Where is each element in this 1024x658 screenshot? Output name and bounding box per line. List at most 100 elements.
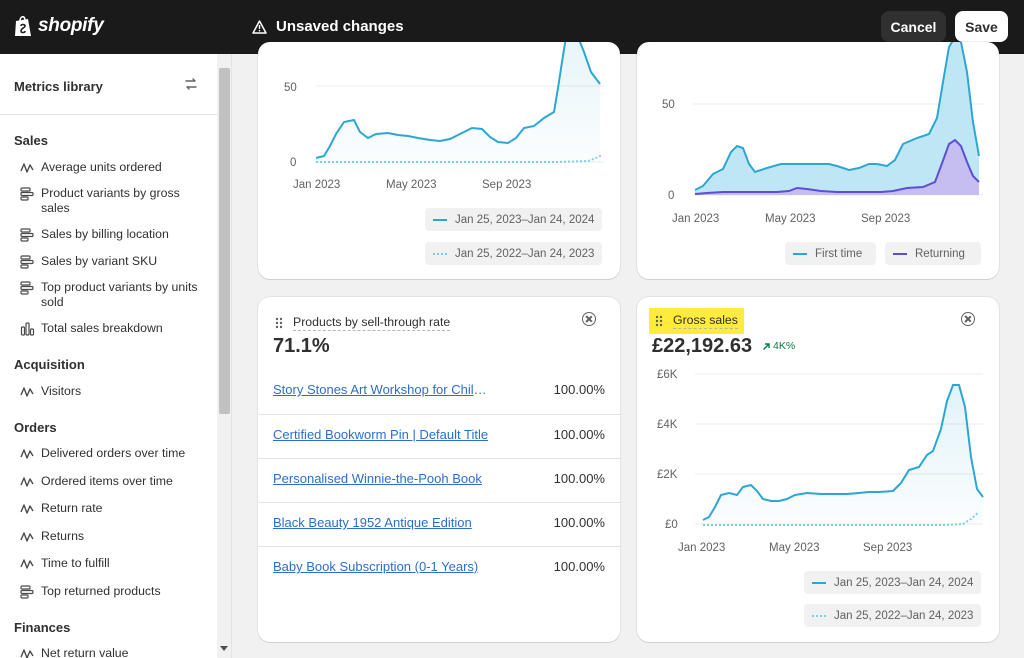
x-tick-label: Sep 2023 bbox=[863, 542, 912, 554]
sidebar-item-ordered-items-over-time[interactable]: Ordered items over time bbox=[20, 474, 210, 489]
legend-item-returning[interactable]: Returning bbox=[885, 242, 981, 265]
sidebar-header: Metrics library bbox=[0, 54, 217, 115]
sidebar-item-label: Visitors bbox=[41, 384, 82, 398]
legend-line-swatch bbox=[793, 252, 807, 255]
area-chart: 50 0 Jan 2023 May 2023 Sep 2023 bbox=[662, 42, 983, 225]
legend-item-current[interactable]: Jan 25, 2023–Jan 24, 2024 bbox=[804, 571, 982, 594]
card-products-by-sell-through-rate: Products by sell-through rate 71.1% Stor… bbox=[258, 297, 620, 642]
metric-value: £22,192.63 bbox=[652, 335, 753, 357]
legend-dotted-swatch bbox=[433, 252, 447, 255]
sidebar-item-net-return-value[interactable]: Net return value bbox=[20, 646, 210, 658]
sidebar-section-acquisition: Acquisition bbox=[14, 357, 85, 372]
card-sales-chart-top-left: 50 0 Jan 2023 May 2023 Sep 2023 Jan 25, … bbox=[258, 42, 620, 279]
sidebar-scrollbar-thumb[interactable] bbox=[219, 68, 230, 414]
product-link[interactable]: Black Beauty 1952 Antique Edition bbox=[273, 515, 472, 530]
sidebar-item-label: Time to fulfill bbox=[41, 556, 110, 570]
series-line-current bbox=[702, 384, 984, 521]
x-tick-label: Sep 2023 bbox=[861, 213, 910, 225]
product-link[interactable]: Personalised Winnie-the-Pooh Book bbox=[273, 471, 482, 486]
line-chart-icon bbox=[20, 559, 34, 569]
product-link[interactable]: Story Stones Art Workshop for Children bbox=[273, 382, 491, 397]
remove-card-icon[interactable] bbox=[961, 312, 975, 326]
series-line-comparison bbox=[703, 511, 980, 526]
table-row: Baby Book Subscription (0-1 Years) 100.00… bbox=[258, 546, 620, 590]
table-row: Story Stones Art Workshop for Children 10… bbox=[258, 370, 620, 414]
sidebar-item-top-returned-products[interactable]: Top returned products bbox=[20, 584, 210, 599]
sidebar-section-orders: Orders bbox=[14, 420, 57, 435]
legend-item-current[interactable]: Jan 25, 2023–Jan 24, 2024 bbox=[425, 208, 603, 231]
sidebar-item-returns[interactable]: Returns bbox=[20, 529, 210, 544]
product-rate: 100.00% bbox=[553, 559, 605, 574]
bar-list-icon bbox=[20, 585, 34, 599]
legend-label: Returning bbox=[915, 247, 965, 260]
sidebar-section-finances: Finances bbox=[14, 620, 71, 635]
card-header: Gross sales bbox=[649, 308, 744, 334]
y-tick-label: £6K bbox=[657, 369, 678, 381]
save-button[interactable]: Save bbox=[955, 11, 1008, 42]
returning-area bbox=[695, 140, 979, 195]
sidebar-item-average-units-ordered[interactable]: Average units ordered bbox=[20, 160, 210, 175]
series-line-current bbox=[315, 42, 601, 159]
table-row: Black Beauty 1952 Antique Edition 100.00% bbox=[258, 502, 620, 546]
sidebar-item-return-rate[interactable]: Return rate bbox=[20, 501, 210, 516]
drag-handle-icon[interactable] bbox=[655, 315, 663, 327]
table-row: Certified Bookworm Pin | Default Title 10… bbox=[258, 414, 620, 458]
scroll-down-arrow-icon[interactable] bbox=[220, 646, 228, 651]
legend-line-swatch bbox=[812, 581, 826, 584]
sidebar-item-label: Top product variants by units sold bbox=[41, 280, 198, 309]
sidebar-title: Metrics library bbox=[14, 79, 103, 94]
legend-label: Jan 25, 2022–Jan 24, 2023 bbox=[455, 247, 595, 260]
product-rate: 100.00% bbox=[553, 515, 605, 530]
sidebar-item-label: Top returned products bbox=[41, 584, 161, 598]
legend-label: First time bbox=[815, 247, 863, 260]
product-link[interactable]: Certified Bookworm Pin | Default Title bbox=[273, 427, 489, 442]
remove-card-icon[interactable] bbox=[582, 312, 596, 326]
line-chart-icon bbox=[20, 163, 34, 173]
y-tick-label: 0 bbox=[668, 190, 674, 202]
cancel-button[interactable]: Cancel bbox=[881, 11, 946, 42]
unsaved-changes-label: Unsaved changes bbox=[276, 18, 404, 35]
legend-label: Jan 25, 2022–Jan 24, 2023 bbox=[834, 609, 974, 622]
legend-item-first-time[interactable]: First time bbox=[785, 242, 876, 265]
column-chart-icon bbox=[20, 322, 35, 336]
sidebar-section-sales: Sales bbox=[14, 133, 48, 148]
card-title[interactable]: Products by sell-through rate bbox=[293, 315, 451, 331]
sidebar-item-label: Average units ordered bbox=[41, 160, 162, 174]
sidebar-item-sales-by-billing-location[interactable]: Sales by billing location bbox=[20, 227, 210, 242]
legend-item-comparison[interactable]: Jan 25, 2022–Jan 24, 2023 bbox=[804, 604, 982, 627]
sidebar-item-time-to-fulfill[interactable]: Time to fulfill bbox=[20, 556, 210, 571]
sidebar-item-delivered-orders-over-time[interactable]: Delivered orders over time bbox=[20, 446, 210, 461]
change-badge: 4K% bbox=[762, 340, 795, 352]
line-chart-icon bbox=[20, 504, 34, 514]
product-rate: 100.00% bbox=[553, 471, 605, 486]
series-area bbox=[703, 385, 983, 524]
bar-list-icon bbox=[20, 255, 34, 269]
sidebar-item-label: Returns bbox=[41, 529, 85, 543]
shopify-logo: shopify bbox=[13, 14, 104, 38]
first-time-line bbox=[694, 42, 980, 191]
y-tick-label: 50 bbox=[662, 99, 675, 111]
sidebar-item-sales-by-variant-sku[interactable]: Sales by variant SKU bbox=[20, 254, 210, 269]
line-chart-icon bbox=[20, 449, 34, 459]
returning-line bbox=[694, 138, 980, 195]
sidebar-item-total-sales-breakdown[interactable]: Total sales breakdown bbox=[20, 321, 210, 336]
card-title[interactable]: Gross sales bbox=[673, 313, 738, 329]
line-chart: 50 0 Jan 2023 May 2023 Sep 2023 bbox=[284, 42, 604, 191]
sidebar-item-product-variants-by-gross-sales[interactable]: Product variants by gross sales bbox=[20, 186, 210, 216]
warning-icon bbox=[252, 19, 267, 34]
y-tick-label: 50 bbox=[284, 82, 297, 94]
sidebar-item-top-product-variants-by-units-sold[interactable]: Top product variants by units sold bbox=[20, 280, 210, 310]
product-link[interactable]: Baby Book Subscription (0-1 Years) bbox=[273, 559, 479, 574]
drag-handle-icon[interactable] bbox=[275, 317, 283, 329]
sidebar-item-visitors[interactable]: Visitors bbox=[20, 384, 210, 399]
line-chart-icon bbox=[20, 387, 34, 397]
legend-line-swatch bbox=[893, 252, 907, 255]
change-value: 4K% bbox=[773, 340, 796, 352]
x-tick-label: Sep 2023 bbox=[482, 179, 531, 191]
legend-item-comparison[interactable]: Jan 25, 2022–Jan 24, 2023 bbox=[425, 242, 603, 265]
refresh-icon[interactable] bbox=[183, 76, 199, 92]
legend-dotted-swatch bbox=[812, 614, 826, 617]
sidebar-item-label: Sales by variant SKU bbox=[41, 254, 158, 268]
y-tick-label: £4K bbox=[657, 419, 678, 431]
bar-list-icon bbox=[20, 281, 34, 295]
